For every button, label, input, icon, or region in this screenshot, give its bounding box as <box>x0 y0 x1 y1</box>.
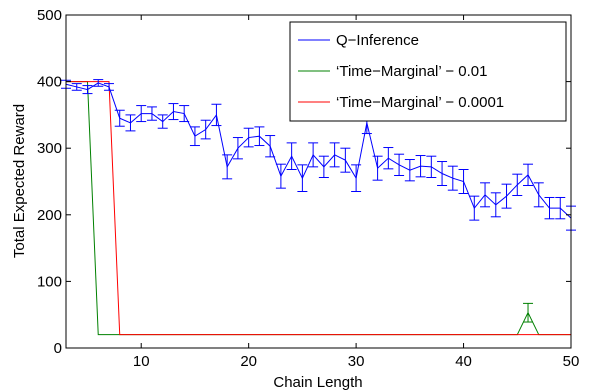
error-bar <box>372 155 383 181</box>
error-bar <box>351 164 362 192</box>
error-bar <box>533 182 544 208</box>
error-bar <box>125 114 136 132</box>
error-bar <box>211 103 222 127</box>
error-bar <box>200 119 211 140</box>
x-tick-label: 20 <box>240 353 257 370</box>
error-bar <box>394 153 405 177</box>
error-bar <box>93 79 104 87</box>
x-tick-label: 30 <box>348 353 365 370</box>
x-tick-label: 40 <box>455 353 472 370</box>
y-tick-label: 0 <box>54 340 62 357</box>
error-bar <box>103 83 114 91</box>
error-bar <box>469 195 480 221</box>
y-axis-label: Total Expected Reward <box>11 104 28 258</box>
error-bar <box>297 164 308 192</box>
error-bar <box>523 163 534 186</box>
series-2 <box>66 81 571 336</box>
error-bar <box>265 135 276 158</box>
error-bar <box>329 142 340 168</box>
error-bar <box>501 183 512 209</box>
series-line <box>65 82 572 219</box>
error-bar <box>114 109 125 127</box>
error-bar <box>179 105 190 123</box>
error-bar <box>383 147 394 170</box>
error-bar <box>415 155 426 178</box>
error-bar <box>458 169 469 194</box>
plot-frame <box>65 14 572 349</box>
error-bar <box>168 103 179 121</box>
error-bar <box>189 126 200 147</box>
y-tick-label: 500 <box>37 7 62 24</box>
error-bar <box>308 142 319 168</box>
series-layer <box>61 79 576 336</box>
error-bar <box>426 155 437 179</box>
legend: Q−Inference ‘Time−Marginal’ − 0.01 ‘Time… <box>289 21 567 122</box>
y-tick-label: 400 <box>37 74 62 91</box>
x-axis-label: Chain Length <box>273 374 362 391</box>
error-bar <box>318 155 329 179</box>
error-bar <box>157 114 168 129</box>
error-bar <box>275 163 286 189</box>
error-bar <box>243 127 254 148</box>
legend-box <box>289 21 567 122</box>
x-tick-label: 10 <box>133 353 150 370</box>
error-bar <box>555 196 566 220</box>
error-bar <box>222 154 233 180</box>
y-tick-label: 100 <box>37 273 62 290</box>
error-bar <box>254 126 265 147</box>
error-bar <box>437 161 448 186</box>
error-bar <box>480 182 491 208</box>
y-tick-label: 200 <box>37 207 62 224</box>
y-tick-label: 300 <box>37 140 62 157</box>
error-bar <box>490 192 501 218</box>
error-bar <box>544 196 555 220</box>
series-0 <box>61 79 576 231</box>
error-bar <box>82 85 93 95</box>
error-bar <box>232 137 243 160</box>
error-bar <box>146 106 157 121</box>
error-bar <box>447 165 458 191</box>
error-bar <box>340 147 351 173</box>
x-tick-label: 50 <box>563 353 580 370</box>
error-bar <box>523 302 534 323</box>
legend-label-time-marginal-00001: ‘Time−Marginal’ − 0.0001 <box>336 94 504 111</box>
legend-label-time-marginal-001: ‘Time−Marginal’ − 0.01 <box>336 63 487 80</box>
legend-label-q-inference: Q−Inference <box>336 32 419 49</box>
error-bar <box>136 105 147 123</box>
error-bar <box>71 83 82 91</box>
error-bar <box>286 142 297 171</box>
error-bar <box>404 159 415 182</box>
series-line <box>66 81 571 336</box>
error-bar <box>512 173 523 196</box>
